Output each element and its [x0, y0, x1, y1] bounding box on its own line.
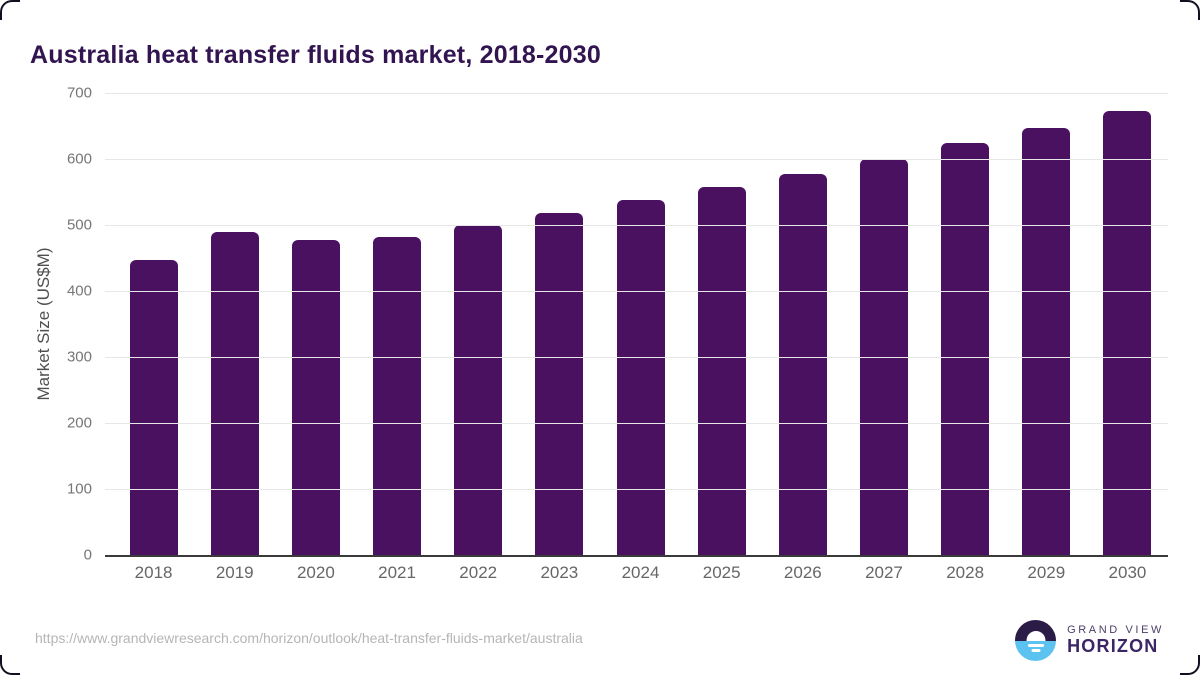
- x-tick-label-2024: 2024: [621, 563, 660, 582]
- sunrise-horizon-icon: [1015, 620, 1057, 661]
- bar-2021: [373, 236, 422, 555]
- frame-corner-top-right: [1180, 0, 1200, 20]
- bar-2019: [210, 231, 259, 555]
- x-tick-label-2029: 2029: [1027, 563, 1066, 582]
- bar-2029: [1022, 127, 1071, 555]
- bar-column-2018: [113, 93, 194, 555]
- bar-2022: [454, 225, 503, 555]
- bar-column-2023: [519, 93, 600, 555]
- logo-sky-half: [1015, 620, 1057, 641]
- gridline-500: [105, 225, 1168, 226]
- chart-title: Australia heat transfer fluids market, 2…: [30, 40, 601, 69]
- logo-text: GRAND VIEW HORIZON: [1067, 624, 1164, 657]
- logo-reflection-line-1: [1027, 643, 1044, 647]
- plot-area: [105, 93, 1168, 557]
- x-tick-label-2022: 2022: [459, 563, 498, 582]
- bar-column-2028: [925, 93, 1006, 555]
- x-tick-label-2027: 2027: [865, 563, 903, 582]
- bar-2026: [778, 173, 827, 555]
- bar-2025: [697, 187, 746, 555]
- x-tick-label-2019: 2019: [215, 563, 254, 582]
- frame-corner-bottom-right: [1180, 655, 1200, 675]
- gridline-600: [105, 159, 1168, 160]
- bar-column-2026: [762, 93, 843, 555]
- x-tick-label-2021: 2021: [378, 563, 416, 582]
- logo-product-line: HORIZON: [1067, 636, 1159, 657]
- y-tick-label-200: 200: [66, 414, 92, 432]
- y-axis-title: Market Size (US$M): [34, 247, 53, 401]
- gridline-700: [105, 93, 1168, 94]
- grand-view-horizon-logo: GRAND VIEW HORIZON: [1015, 620, 1164, 661]
- bar-column-2020: [275, 93, 356, 555]
- gridline-200: [105, 423, 1168, 424]
- logo-reflection-line-2: [1031, 649, 1041, 652]
- x-axis-labels: 2018 2019 2020 2021 2022 2023 2024 2025 2026 2027…: [113, 563, 1168, 583]
- bar-2023: [535, 213, 584, 555]
- bar-column-2030: [1087, 93, 1168, 555]
- bar-column-2022: [438, 93, 519, 555]
- y-tick-label-300: 300: [66, 348, 92, 366]
- bar-2028: [941, 143, 990, 555]
- bar-2024: [616, 199, 665, 555]
- bar-series: [113, 93, 1168, 555]
- x-tick-label-2026: 2026: [783, 563, 822, 582]
- bar-2018: [129, 259, 178, 555]
- bar-2030: [1103, 110, 1152, 555]
- frame-corner-top-left: [0, 0, 20, 20]
- bar-column-2027: [843, 93, 924, 555]
- bar-column-2019: [194, 93, 275, 555]
- logo-sun-shape: [1026, 630, 1046, 641]
- y-tick-label-100: 100: [66, 480, 92, 498]
- x-tick-label-2030: 2030: [1108, 563, 1147, 582]
- y-tick-label-0: 0: [83, 546, 92, 564]
- y-tick-label-600: 600: [66, 150, 92, 168]
- y-tick-label-500: 500: [66, 216, 92, 234]
- y-tick-label-400: 400: [66, 282, 92, 300]
- x-tick-label-2018: 2018: [134, 563, 173, 582]
- bar-column-2021: [356, 93, 437, 555]
- x-tick-label-2025: 2025: [702, 563, 741, 582]
- bar-column-2024: [600, 93, 681, 555]
- x-tick-label-2020: 2020: [296, 563, 335, 582]
- source-url: https://www.grandviewresearch.com/horizo…: [35, 630, 583, 646]
- bar-column-2025: [681, 93, 762, 555]
- bar-column-2029: [1006, 93, 1087, 555]
- gridline-100: [105, 489, 1168, 490]
- x-tick-label-2028: 2028: [946, 563, 985, 582]
- bar-2020: [291, 239, 340, 555]
- gridline-400: [105, 291, 1168, 292]
- x-tick-label-2023: 2023: [540, 563, 579, 582]
- logo-brand-line: GRAND VIEW: [1067, 623, 1164, 636]
- y-tick-label-700: 700: [66, 84, 92, 102]
- frame-corner-bottom-left: [0, 655, 20, 675]
- gridline-300: [105, 357, 1168, 358]
